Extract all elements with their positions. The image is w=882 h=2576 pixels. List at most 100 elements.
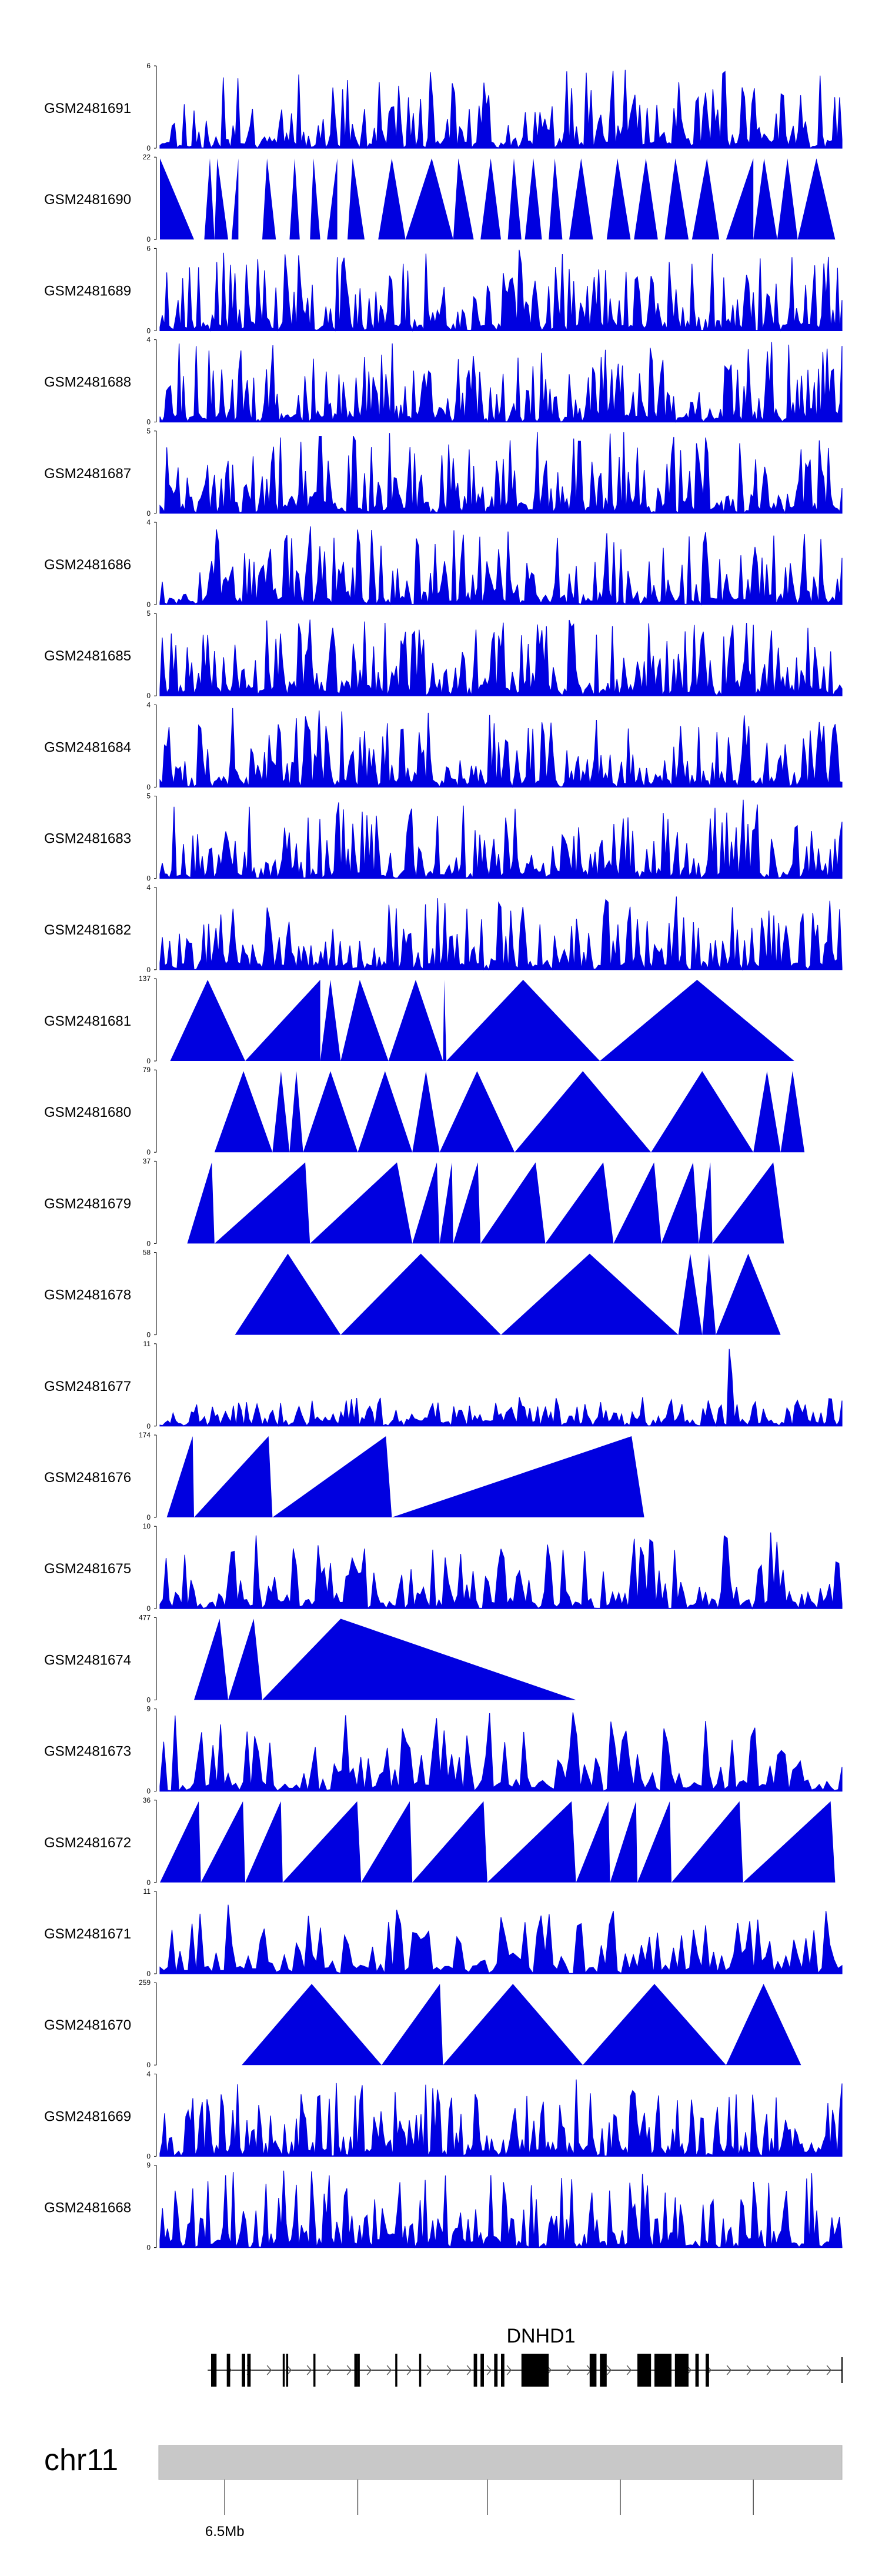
track-label: GSM2481675 bbox=[44, 1561, 131, 1577]
coverage-signal bbox=[159, 619, 843, 697]
gene-exon bbox=[654, 2354, 671, 2387]
track-GSM2481675: GSM2481675 10 0 bbox=[44, 1522, 843, 1613]
coverage-peak bbox=[245, 980, 320, 1061]
y-axis-max-label: 5 bbox=[146, 609, 151, 618]
gene-exon bbox=[674, 2354, 689, 2387]
coverage-peak bbox=[480, 158, 501, 240]
coverage-signal bbox=[159, 526, 843, 606]
y-axis-min-label: 0 bbox=[146, 692, 151, 700]
track-GSM2481682: GSM2481682 4 0 bbox=[44, 883, 843, 974]
track-GSM2481683: GSM2481683 5 0 bbox=[44, 792, 843, 883]
gene-exon bbox=[695, 2354, 699, 2387]
gene-exon bbox=[637, 2354, 652, 2387]
track-GSM2481685: GSM2481685 5 0 bbox=[44, 609, 843, 700]
gene-exon bbox=[706, 2354, 709, 2387]
coverage-peak bbox=[480, 1162, 546, 1244]
coverage-peak bbox=[569, 158, 593, 240]
coverage-peak bbox=[753, 158, 777, 240]
coverage-signal bbox=[159, 249, 843, 332]
coverage-peak bbox=[671, 1801, 743, 1883]
coverage-peak bbox=[443, 980, 447, 1061]
coverage-peak bbox=[262, 1619, 576, 1700]
strand-arrow-icon bbox=[326, 2365, 332, 2375]
gene-exon bbox=[354, 2354, 358, 2387]
coverage-peak bbox=[187, 1162, 215, 1244]
coverage-peak bbox=[231, 158, 239, 240]
y-axis-min-label: 0 bbox=[146, 1148, 151, 1156]
track-label: GSM2481676 bbox=[44, 1470, 131, 1486]
coverage-peak bbox=[678, 1253, 703, 1335]
gene-exon bbox=[211, 2354, 215, 2387]
coverage-peak bbox=[702, 1253, 716, 1335]
coverage-peak bbox=[310, 1162, 413, 1244]
coverage-peak bbox=[412, 1162, 440, 1244]
y-axis-min-label: 0 bbox=[146, 418, 151, 426]
strand-arrow-icon bbox=[446, 2365, 452, 2375]
y-axis-min-label: 0 bbox=[146, 1604, 151, 1613]
coverage-peak bbox=[358, 1071, 413, 1153]
coverage-peak bbox=[613, 1162, 662, 1244]
strand-arrow-icon bbox=[506, 2365, 512, 2375]
coverage-peak bbox=[712, 1162, 784, 1244]
coverage-peak bbox=[726, 1984, 801, 2066]
y-axis-max-label: 79 bbox=[143, 1066, 151, 1074]
coverage-signal bbox=[159, 708, 843, 788]
track-GSM2481689: GSM2481689 6 0 bbox=[44, 244, 843, 335]
strand-arrow-icon bbox=[466, 2365, 472, 2375]
track-label: GSM2481682 bbox=[44, 922, 131, 938]
track-label: GSM2481669 bbox=[44, 2108, 131, 2124]
gene-exon bbox=[521, 2354, 549, 2387]
strand-arrow-icon bbox=[486, 2365, 492, 2375]
coverage-peak bbox=[245, 1801, 283, 1883]
gene-exon bbox=[473, 2354, 477, 2387]
coverage-peak bbox=[340, 1253, 501, 1335]
track-label: GSM2481691 bbox=[44, 101, 131, 116]
y-axis-max-label: 37 bbox=[143, 1157, 151, 1165]
track-label: GSM2481690 bbox=[44, 192, 131, 208]
coverage-signal bbox=[159, 2079, 843, 2157]
gene-exon bbox=[494, 2354, 498, 2387]
coverage-peak bbox=[289, 1071, 303, 1153]
gene-exon bbox=[213, 2354, 217, 2387]
y-axis-max-label: 10 bbox=[143, 1522, 151, 1530]
coverage-peak bbox=[214, 1162, 310, 1244]
coverage-peak bbox=[699, 1162, 713, 1244]
gene-exon bbox=[395, 2354, 397, 2387]
y-axis-max-label: 9 bbox=[146, 2161, 151, 2170]
strand-arrow-icon bbox=[266, 2365, 272, 2375]
y-axis-max-label: 5 bbox=[146, 792, 151, 800]
chromosome-label: chr11 bbox=[44, 2443, 118, 2477]
gene-exon bbox=[313, 2354, 316, 2387]
y-axis-min-label: 0 bbox=[146, 144, 151, 152]
y-axis-min-label: 0 bbox=[146, 1331, 151, 1339]
y-axis-max-label: 6 bbox=[146, 62, 151, 70]
track-label: GSM2481670 bbox=[44, 2017, 131, 2033]
coverage-peak bbox=[726, 158, 754, 240]
y-axis-max-label: 4 bbox=[146, 336, 151, 344]
gene-label: DNHD1 bbox=[506, 2325, 575, 2347]
strand-arrow-icon bbox=[766, 2365, 772, 2375]
y-axis-min-label: 0 bbox=[146, 1513, 151, 1521]
y-axis-max-label: 4 bbox=[146, 700, 151, 709]
coverage-peak bbox=[392, 1436, 644, 1517]
coverage-peak bbox=[289, 158, 300, 240]
coverage-peak bbox=[228, 1619, 262, 1700]
track-label: GSM2481684 bbox=[44, 739, 131, 755]
coverage-peak bbox=[242, 1984, 382, 2066]
strand-arrow-icon bbox=[786, 2365, 792, 2375]
coverage-peak bbox=[348, 158, 365, 240]
track-GSM2481688: GSM2481688 4 0 bbox=[44, 336, 843, 426]
track-label: GSM2481672 bbox=[44, 1835, 131, 1851]
coverage-peak bbox=[600, 980, 794, 1061]
y-axis-min-label: 0 bbox=[146, 2152, 151, 2160]
y-axis-min-label: 0 bbox=[146, 1970, 151, 1978]
gene-exon bbox=[286, 2354, 289, 2387]
gene-exon bbox=[480, 2354, 484, 2387]
coverage-peak bbox=[487, 1801, 576, 1883]
coverage-peak bbox=[327, 158, 338, 240]
strand-arrow-icon bbox=[726, 2365, 732, 2375]
coverage-peak bbox=[716, 1253, 781, 1335]
y-axis-max-label: 259 bbox=[139, 1978, 151, 1987]
coverage-peak bbox=[412, 1801, 487, 1883]
gene-exon bbox=[501, 2354, 505, 2387]
